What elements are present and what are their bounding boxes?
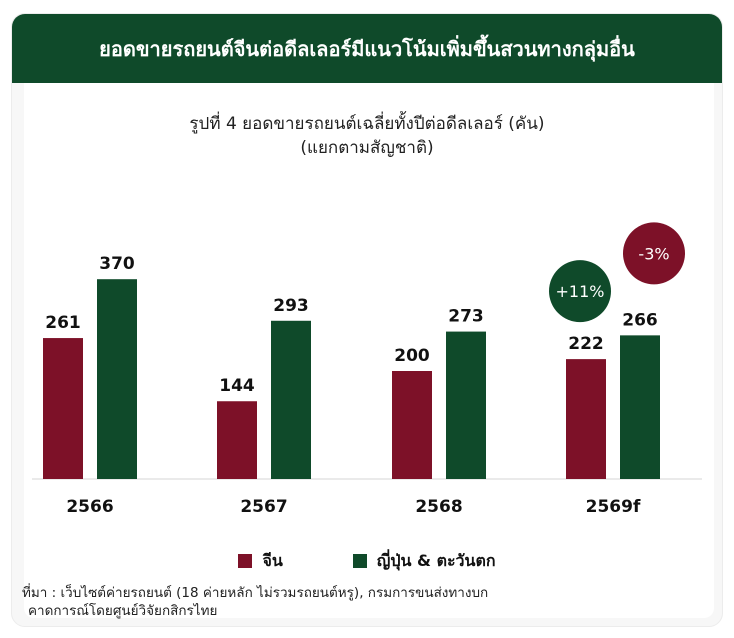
chart-card: ยอดขายรถยนต์จีนต่อดีลเลอร์มีแนวโน้มเพิ่ม…	[11, 13, 723, 627]
source-note: ที่มา : เว็บไซต์ค่ายรถยนต์ (18 ค่ายหลัก …	[22, 584, 712, 620]
data-label-2569f-s0: 222	[568, 334, 604, 354]
data-label-2569f-s1: 266	[622, 310, 658, 330]
bar-2567-s0	[217, 401, 257, 479]
x-tick-label-2566: 2566	[66, 497, 113, 517]
source-line-2: คาดการณ์โดยศูนย์วิจัยกสิกรไทย	[28, 603, 218, 619]
source-line-1: ที่มา : เว็บไซต์ค่ายรถยนต์ (18 ค่ายหลัก …	[22, 585, 489, 601]
bar-2569f-s1	[620, 335, 660, 479]
data-label-2567-s1: 293	[273, 296, 309, 316]
change-badge-label-0: +11%	[556, 282, 605, 301]
x-tick-label-2568: 2568	[415, 497, 462, 517]
legend-item-china: จีน	[238, 549, 283, 573]
bar-2569f-s0	[566, 359, 606, 479]
legend-swatch-china	[238, 554, 253, 568]
data-label-2568-s0: 200	[394, 346, 430, 366]
data-label-2566-s0: 261	[45, 313, 81, 333]
legend-label-japan-western: ญี่ปุ่น & ตะวันตก	[376, 550, 496, 570]
legend-swatch-japan-western	[352, 554, 367, 568]
chart-subtitle: (แยกตามสัญชาติ)	[300, 138, 434, 158]
legend-label-china: จีน	[262, 550, 283, 570]
chart-panel	[24, 83, 714, 618]
chart-title: รูปที่ 4 ยอดขายรถยนต์เฉลี่ยทั้งปีต่อดีลเ…	[189, 114, 545, 134]
bar-2568-s1	[446, 331, 486, 479]
x-tick-label-2569f: 2569f	[586, 497, 641, 517]
data-label-2566-s1: 370	[99, 254, 135, 274]
legend-item-japan-western: ญี่ปุ่น & ตะวันตก	[352, 549, 496, 573]
chart-title-block: รูปที่ 4 ยอดขายรถยนต์เฉลี่ยทั้งปีต่อดีลเ…	[12, 112, 722, 160]
page-title: ยอดขายรถยนต์จีนต่อดีลเลอร์มีแนวโน้มเพิ่ม…	[12, 14, 722, 83]
bar-2566-s0	[43, 338, 83, 479]
change-badge-1	[623, 222, 685, 285]
bar-chart: 261 370 2566 144 293 2567 200 273 2568 222 266 2569…	[32, 222, 702, 517]
data-label-2568-s1: 273	[448, 307, 484, 327]
legend: จีน ญี่ปุ่น & ตะวันตก	[12, 549, 722, 573]
bar-2566-s1	[97, 279, 137, 479]
bar-2568-s0	[392, 371, 432, 479]
data-label-2567-s0: 144	[219, 376, 255, 396]
change-badge-0	[549, 260, 611, 323]
bar-2567-s1	[271, 320, 311, 479]
change-badge-label-1: -3%	[638, 244, 669, 263]
x-tick-label-2567: 2567	[240, 497, 287, 517]
